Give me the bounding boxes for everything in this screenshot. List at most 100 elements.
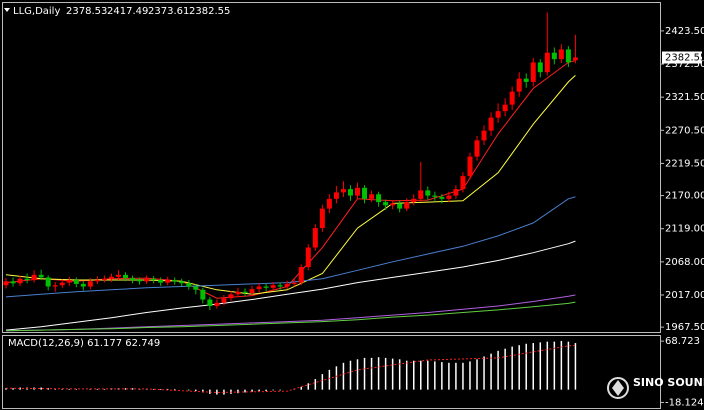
y-tick-label: 2170.00 xyxy=(665,191,704,202)
candle-body xyxy=(179,281,185,284)
y-tick-label: 2219.50 xyxy=(665,158,704,169)
price-label-bg xyxy=(662,51,702,64)
candle-body xyxy=(474,140,480,157)
menu-arrow xyxy=(4,8,10,12)
candle-body xyxy=(488,117,494,131)
y-tick-label: 2119.00 xyxy=(665,224,704,235)
moving-average xyxy=(5,301,576,332)
candle-body xyxy=(172,280,178,282)
candle-body xyxy=(31,274,37,281)
candle-body xyxy=(66,280,72,283)
candle-body xyxy=(52,285,58,287)
candle-body xyxy=(425,190,431,196)
candle-body xyxy=(446,195,452,199)
candle-body xyxy=(432,195,438,197)
macd-signal xyxy=(5,344,576,394)
candle-body xyxy=(94,280,100,282)
candle-body xyxy=(362,187,368,199)
candle-body xyxy=(256,286,262,290)
candle-body xyxy=(249,289,255,294)
candle-body xyxy=(45,277,51,287)
candle-body xyxy=(151,278,157,281)
candle-body xyxy=(291,282,297,284)
candle-body xyxy=(319,208,325,229)
candle-body xyxy=(502,104,508,112)
candle-body xyxy=(270,285,276,288)
candle-body xyxy=(108,276,114,279)
candle-body xyxy=(115,274,121,277)
candle-body xyxy=(305,247,311,268)
candle-body xyxy=(228,294,234,299)
candle-body xyxy=(333,192,339,199)
candle-body xyxy=(158,280,164,283)
candle-body xyxy=(38,274,44,278)
candle-body xyxy=(284,283,290,287)
candle-body xyxy=(186,283,192,287)
candle-body xyxy=(523,78,529,82)
moving-average xyxy=(5,294,576,332)
candle-body xyxy=(439,196,445,199)
candle-body xyxy=(572,57,578,61)
candle-body xyxy=(10,281,16,284)
candle-body xyxy=(214,302,220,307)
candle-body xyxy=(87,281,93,287)
logo-ring xyxy=(607,377,629,399)
chart-title: LLG,Daily xyxy=(13,6,60,17)
y-tick-label: -18.124 xyxy=(665,397,704,408)
candle-body xyxy=(390,203,396,206)
ohlc-open: 2378.53 xyxy=(66,6,107,17)
candle-body xyxy=(347,189,353,196)
moving-average xyxy=(5,196,576,298)
candle-body xyxy=(144,278,150,282)
candle-body xyxy=(383,202,389,206)
candle-body xyxy=(277,285,283,287)
candle-body xyxy=(565,49,571,63)
candle-body xyxy=(460,176,466,190)
y-tick-label: 1967.50 xyxy=(665,322,704,333)
candle-body xyxy=(242,291,248,294)
candle-body xyxy=(453,189,459,196)
ohlc-low: 2373.61 xyxy=(148,6,189,17)
candle-body xyxy=(376,194,382,203)
macd-title: MACD(12,26,9) 61.177 62.749 xyxy=(8,338,160,349)
candle-body xyxy=(101,278,107,281)
candle-body xyxy=(123,274,129,279)
candle-body xyxy=(509,91,515,105)
candle-body xyxy=(481,130,487,141)
y-tick-label: 2372.50 xyxy=(665,59,704,70)
candle-body xyxy=(312,228,318,248)
watermark-text: SINO SOUND xyxy=(633,376,704,389)
candle-body xyxy=(397,203,403,209)
candle-body xyxy=(235,291,241,295)
current-price-label: 2382.55 xyxy=(665,53,704,64)
candle-body xyxy=(369,194,375,199)
candle-body xyxy=(193,286,199,290)
y-tick-label: 2423.50 xyxy=(665,26,704,37)
candle-body xyxy=(355,187,360,196)
candle-body xyxy=(404,202,410,209)
candle-body xyxy=(551,52,557,60)
candle-body xyxy=(418,190,424,199)
candle-body xyxy=(326,198,332,209)
watermark-logo: SINO SOUND xyxy=(607,376,704,399)
main-frame xyxy=(2,2,661,333)
candle-body xyxy=(467,156,473,177)
candle-body xyxy=(263,286,269,288)
candle-body xyxy=(207,299,213,307)
y-tick-label: 68.723 xyxy=(665,336,700,347)
candle-body xyxy=(537,62,543,73)
candle-body xyxy=(558,49,564,60)
candle-body xyxy=(200,289,206,300)
candle-body xyxy=(130,278,136,281)
candle-body xyxy=(165,280,171,283)
candle-body xyxy=(59,282,65,286)
candle-body xyxy=(3,281,9,286)
y-tick-label: 2270.50 xyxy=(665,125,704,136)
candle-body xyxy=(17,278,23,284)
candle-body xyxy=(137,280,143,282)
candle-body xyxy=(544,52,550,73)
candle-body xyxy=(221,298,227,303)
candle-body xyxy=(516,78,522,92)
